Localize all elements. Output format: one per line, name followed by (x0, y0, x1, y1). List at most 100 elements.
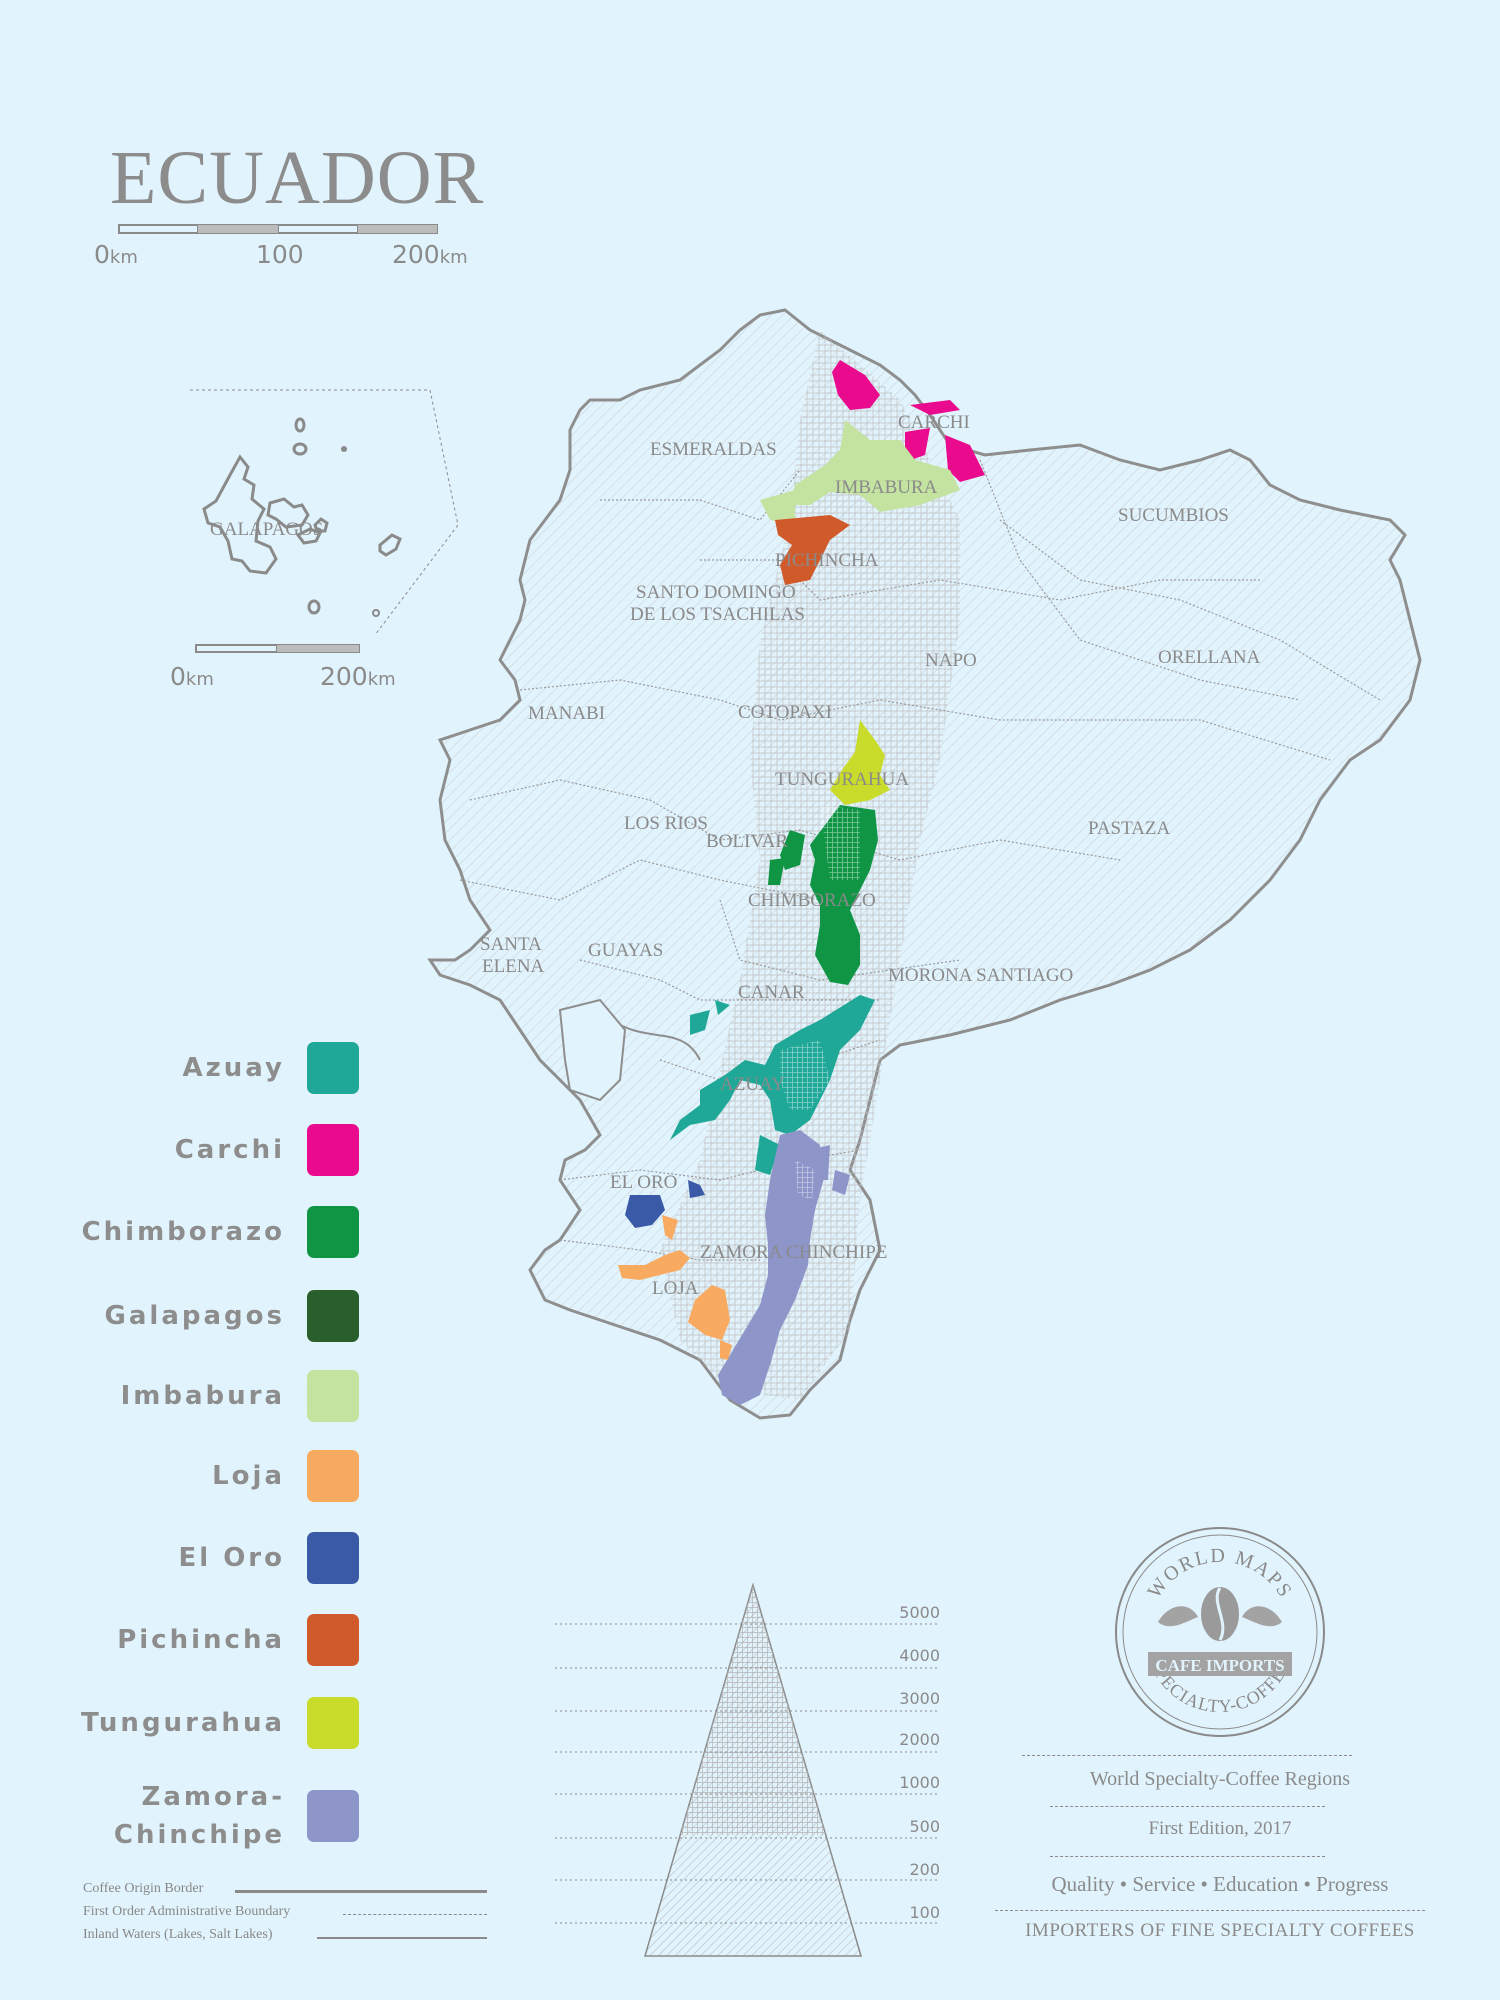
legend-item-pichincha: Pichincha (60, 1610, 365, 1670)
elevation-label: 3000 (899, 1689, 940, 1708)
legend-swatch (307, 1532, 359, 1584)
label-carchi: CARCHI (898, 412, 970, 433)
label-morona-santiago: MORONA SANTIAGO (888, 965, 1073, 986)
legend-swatch (307, 1290, 359, 1342)
label-guayas: GUAYAS (588, 940, 663, 961)
inset-label: GALAPAGOS (210, 519, 323, 540)
galapagos-inset: GALAPAGOS (190, 389, 459, 636)
region-loja (662, 1215, 678, 1240)
inset-scale-start: 0km (170, 662, 214, 691)
key-origin-border: Coffee Origin Border (83, 1881, 204, 1896)
elevation-label: 200 (909, 1860, 940, 1879)
key-inland-waters: Inland Waters (Lakes, Salt Lakes) (83, 1927, 273, 1942)
label-pastaza: PASTAZA (1088, 818, 1171, 839)
key-origin-border-line (235, 1890, 487, 1893)
legend-item-tungurahua: Tungurahua (60, 1693, 365, 1753)
region-carchi (832, 360, 985, 482)
legend-swatch (307, 1697, 359, 1749)
label-santo-domingo: SANTO DOMINGO (636, 582, 796, 603)
map-title: ECUADOR (110, 136, 485, 220)
legend-label: Pichincha (117, 1625, 285, 1655)
label-elena: ELENA (482, 956, 545, 977)
leaf-icon (1242, 1606, 1282, 1627)
inset-scale-bar (195, 644, 360, 653)
elevation-key (555, 1582, 940, 1957)
label-pichincha: PICHINCHA (775, 550, 879, 571)
legend-swatch (307, 1042, 359, 1094)
label-loja: LOJA (652, 1278, 699, 1299)
legend-label: Imbabura (120, 1381, 285, 1411)
scale-start: 0km (94, 240, 138, 269)
label-napo: NAPO (925, 650, 977, 671)
region-tungurahua (830, 720, 890, 805)
legend-label: Carchi (174, 1135, 285, 1165)
region-el-oro (625, 1195, 665, 1228)
legend-label: Chimborazo (81, 1217, 285, 1247)
label-zamora-chinchipe: ZAMORA CHINCHIPE (700, 1242, 887, 1263)
legend-label: Azuay (182, 1053, 285, 1083)
legend-label: Loja (212, 1461, 285, 1491)
legend-item-loja: Loja (60, 1446, 365, 1506)
legend-item-carchi: Carchi (60, 1120, 365, 1180)
label-imbabura: IMBABURA (835, 477, 938, 498)
region-azuay (670, 995, 875, 1140)
label-orellana: ORELLANA (1158, 647, 1261, 668)
label-bolivar: BOLIVAR (706, 831, 788, 852)
label-el-oro: EL ORO (610, 1172, 677, 1193)
region-imbabura (790, 420, 960, 512)
elevation-label: 4000 (899, 1646, 940, 1665)
legend-swatch (307, 1790, 359, 1842)
label-sucumbios: SUCUMBIOS (1118, 505, 1229, 526)
key-admin-boundary-line (343, 1914, 487, 1915)
divider (1050, 1806, 1325, 1807)
region-zamora (718, 1130, 825, 1405)
legend-item-el-oro: El Oro (60, 1528, 365, 1588)
elevation-label: 100 (909, 1903, 940, 1922)
legend-label: Galapagos (104, 1301, 285, 1331)
scale-end: 200km (392, 240, 468, 269)
legend-swatch (307, 1206, 359, 1258)
region-pichincha (775, 515, 850, 585)
legend-swatch (307, 1124, 359, 1176)
elevation-label: 500 (909, 1817, 940, 1836)
label-cotopaxi: COTOPAXI (738, 702, 832, 723)
elevation-label: 5000 (899, 1603, 940, 1622)
elevation-label: 1000 (899, 1773, 940, 1792)
label-esmeraldas: ESMERALDAS (650, 439, 777, 460)
key-admin-boundary: First Order Administrative Boundary (83, 1904, 291, 1919)
label-los-rios: LOS RIOS (624, 813, 708, 834)
key-inland-waters-line (317, 1937, 487, 1939)
legend-item-azuay: Azuay (60, 1038, 365, 1098)
leaf-icon (1158, 1606, 1198, 1627)
legend-swatch (307, 1614, 359, 1666)
info-line-3: Quality • Service • Education • Progress (1051, 1872, 1389, 1896)
label-chimborazo: CHIMBORAZO (748, 890, 876, 911)
legend-item-zamora-chinchipe: Zamora- Chinchipe (60, 1776, 365, 1856)
legend-item-chimborazo: Chimborazo (60, 1202, 365, 1262)
legend-swatch (307, 1370, 359, 1422)
label-tungurahua: TUNGURAHUA (775, 769, 909, 790)
label-canar: CANAR (738, 982, 805, 1003)
label-santa: SANTA (480, 934, 542, 955)
label-manabi: MANABI (528, 703, 605, 724)
badge-center-text: CAFE IMPORTS (1155, 1656, 1284, 1675)
inset-scale-end: 200km (320, 662, 396, 691)
divider (1050, 1856, 1325, 1857)
cafe-imports-badge: WORLD MAPS SPECIALTY-COFFEE CAFE IMPORTS (1115, 1527, 1325, 1737)
main-scale-bar (118, 224, 438, 234)
legend-item-imbabura: Imbabura (60, 1366, 365, 1426)
info-line-2: First Edition, 2017 (1148, 1818, 1292, 1839)
divider (995, 1910, 1425, 1911)
legend-swatch (307, 1450, 359, 1502)
label-azuay: AZUAY (720, 1074, 785, 1095)
info-line-4: IMPORTERS OF FINE SPECIALTY COFFEES (1025, 1920, 1415, 1941)
legend-label: El Oro (178, 1543, 285, 1573)
legend-label: Zamora- Chinchipe (113, 1782, 285, 1850)
elevation-label: 2000 (899, 1730, 940, 1749)
info-line-1: World Specialty-Coffee Regions (1089, 1768, 1351, 1790)
legend-label: Tungurahua (81, 1708, 285, 1738)
label-de-los-tsachilas: DE LOS TSACHILAS (630, 604, 805, 625)
scale-mid: 100 (256, 240, 304, 269)
